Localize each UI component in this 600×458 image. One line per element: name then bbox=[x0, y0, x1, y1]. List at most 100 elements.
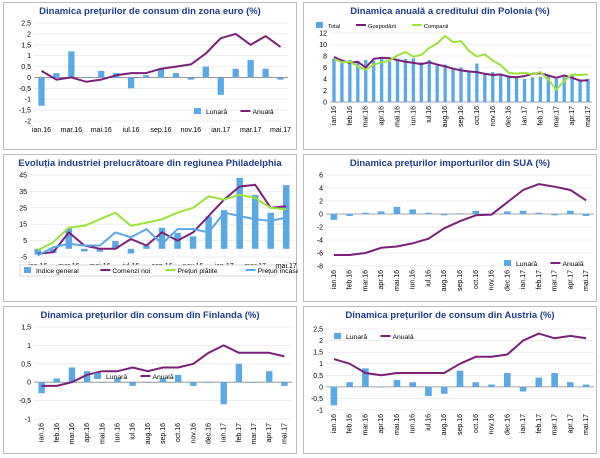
legend-label: Anuală bbox=[562, 261, 583, 268]
bar bbox=[281, 382, 288, 386]
series-line bbox=[333, 56, 589, 82]
x-tick-label: mai.16 bbox=[91, 127, 112, 134]
y-tick-label: 1,5 bbox=[21, 325, 31, 332]
y-tick-label: -4 bbox=[317, 238, 323, 245]
bar bbox=[98, 70, 105, 78]
y-tick-label: 6 bbox=[319, 173, 323, 180]
series-line bbox=[333, 183, 587, 256]
chart-austria: Dinamica prețurilor de consum din Austri… bbox=[303, 306, 597, 454]
bar bbox=[459, 67, 463, 102]
x-tick-label: mar.17 bbox=[251, 423, 258, 445]
bar bbox=[475, 63, 479, 102]
x-tick-label: ian.17 bbox=[522, 106, 529, 125]
bar bbox=[220, 382, 227, 405]
bar bbox=[157, 68, 165, 78]
bar bbox=[127, 248, 135, 254]
x-tick-label: apr.17 bbox=[266, 423, 273, 443]
y-tick-label: 1 bbox=[319, 361, 323, 368]
x-tick-label: feb.16 bbox=[54, 423, 61, 443]
bar bbox=[467, 70, 471, 102]
bar bbox=[65, 228, 73, 249]
y-tick-label: 35 bbox=[19, 189, 27, 196]
bar bbox=[440, 386, 448, 394]
bar bbox=[409, 382, 417, 387]
legend-label: Lunară bbox=[346, 334, 367, 341]
x-tick-label: ian.16 bbox=[331, 106, 338, 125]
x-tick-label: aug.16 bbox=[441, 270, 448, 292]
bar bbox=[38, 77, 45, 106]
bar bbox=[546, 76, 551, 102]
bar bbox=[99, 382, 106, 383]
x-tick-label: apr.17 bbox=[567, 270, 574, 290]
bar bbox=[250, 382, 258, 383]
x-tick-label: mar.16 bbox=[362, 414, 369, 436]
bar bbox=[456, 370, 464, 387]
legend-label: Total bbox=[328, 24, 340, 30]
y-tick-label: 0,5 bbox=[21, 361, 31, 368]
y-tick-label: 2,5 bbox=[313, 327, 323, 334]
legend-item: Gospodării bbox=[355, 24, 396, 30]
legend-label: Comenzi noi bbox=[112, 268, 150, 275]
x-tick-label: iun.16 bbox=[410, 414, 417, 433]
bar bbox=[38, 382, 45, 394]
legend-item: Comenzi noi bbox=[100, 268, 151, 275]
bar bbox=[435, 65, 439, 102]
x-tick-label: ian.16 bbox=[32, 127, 51, 134]
bar bbox=[282, 185, 290, 249]
legend-item: Companii bbox=[411, 24, 448, 30]
x-tick-label: iun.16 bbox=[410, 106, 417, 125]
chart-philadelphia-plot: -5515253545ian.16mar.16mai.16iul.16sep.1… bbox=[19, 173, 298, 277]
bar bbox=[190, 382, 197, 386]
x-tick-label: oct.16 bbox=[175, 423, 182, 442]
x-tick-label: mai.17 bbox=[585, 106, 592, 127]
chart-title: Dinamica prețurilor de consum din Austri… bbox=[345, 310, 555, 321]
bar bbox=[411, 58, 416, 102]
x-tick-label: feb.16 bbox=[347, 106, 354, 126]
y-tick-label: -6 bbox=[317, 251, 323, 258]
x-tick-label: apr.16 bbox=[378, 414, 385, 434]
x-tick-label: mai.16 bbox=[394, 106, 401, 127]
y-tick-label: 0 bbox=[319, 384, 323, 391]
bar bbox=[112, 241, 119, 249]
bar bbox=[570, 75, 574, 102]
legend-item: Lunară bbox=[194, 108, 227, 116]
y-tick-label: 5 bbox=[23, 238, 27, 245]
x-tick-label: mai.17 bbox=[583, 414, 590, 435]
bar bbox=[189, 236, 197, 249]
bar bbox=[266, 371, 273, 383]
bar bbox=[143, 245, 150, 249]
bar bbox=[144, 382, 152, 383]
y-tick-label: -0,5 bbox=[311, 396, 323, 403]
x-tick-label: nov.16 bbox=[490, 106, 497, 127]
y-tick-label: 2 bbox=[27, 31, 31, 38]
chart-title: Dinamica prețurilor din consum din Finla… bbox=[40, 310, 260, 321]
x-tick-label: oct.16 bbox=[473, 270, 480, 289]
bar bbox=[488, 384, 495, 387]
bar bbox=[235, 363, 243, 383]
x-tick-label: mai.17 bbox=[583, 270, 590, 291]
chart-euro-plot: -2 -1,5 -1 -0,5 0 0,5 1 1,5 2 2,5 ian.16 mar.16 mai.… bbox=[19, 21, 291, 135]
x-tick-label: feb.17 bbox=[536, 270, 543, 290]
bar bbox=[567, 210, 574, 214]
y-tick-label: 45 bbox=[19, 173, 27, 180]
bar bbox=[129, 382, 136, 386]
y-tick-label: 0 bbox=[323, 100, 327, 107]
chart-title: Dinamica anuală a creditului din Polonia… bbox=[350, 6, 550, 17]
bar bbox=[83, 371, 91, 383]
bar bbox=[346, 382, 353, 387]
y-tick-label: 1 bbox=[27, 53, 31, 60]
x-tick-label: sep.16 bbox=[160, 423, 167, 444]
x-tick-label: oct.16 bbox=[474, 106, 481, 125]
y-tick-label: 4 bbox=[319, 186, 323, 193]
x-tick-label: feb.17 bbox=[236, 423, 243, 443]
bar bbox=[356, 61, 360, 102]
chart-polonia: Dinamica anuală a creditului din Polonia… bbox=[303, 2, 597, 150]
x-tick-label: apr.17 bbox=[569, 106, 576, 126]
x-tick-label: dec.16 bbox=[506, 106, 513, 127]
bar bbox=[142, 75, 150, 78]
x-tick-label: sep.16 bbox=[150, 127, 171, 134]
x-tick-label: ian.17 bbox=[520, 270, 527, 289]
bar bbox=[172, 73, 180, 78]
legend-swatch bbox=[24, 267, 31, 273]
bar bbox=[425, 386, 432, 397]
